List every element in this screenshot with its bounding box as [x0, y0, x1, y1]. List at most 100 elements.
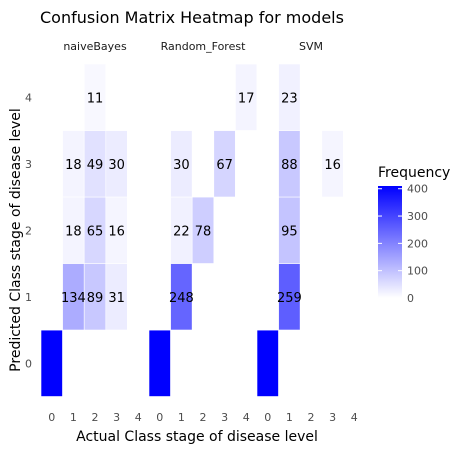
heatmap-cell [127, 329, 150, 397]
legend-tick-label: 100 [407, 265, 428, 278]
x-tick-label: 4 [351, 411, 358, 424]
cell-value-label: 17 [238, 91, 255, 106]
y-tick-label: 1 [25, 291, 32, 304]
heatmap-cell [148, 130, 171, 198]
heatmap-cell [105, 329, 128, 397]
heatmap-cell [105, 63, 128, 131]
heatmap-cell [235, 130, 258, 198]
heatmap-cell [213, 329, 236, 397]
x-tick-label: 2 [308, 411, 315, 424]
heatmap-cell [343, 263, 366, 331]
cell-value-label: 22 [173, 224, 190, 239]
heatmap-cell [127, 63, 150, 131]
heatmap-cell [321, 63, 344, 131]
heatmap-cell [343, 63, 366, 131]
cell-value-label: 259 [277, 291, 302, 306]
cell-value-label: 30 [173, 158, 190, 173]
cell-value-label: 88 [281, 158, 298, 173]
cell-value-label: 31 [108, 291, 125, 306]
heatmap-cell [62, 63, 85, 131]
heatmap-cell [278, 329, 301, 397]
x-tick-label: 4 [135, 411, 142, 424]
x-tick-label: 3 [113, 411, 120, 424]
heatmap-cell [83, 329, 107, 397]
cell-value-label: 49 [87, 158, 104, 173]
x-tick-label: 1 [286, 411, 293, 424]
heatmap-cell [40, 196, 63, 264]
legend-tick-label: 300 [407, 210, 428, 223]
heatmap-cell [343, 329, 366, 397]
heatmap-cell [40, 263, 63, 331]
legend-tick-label: 0 [407, 292, 414, 305]
heatmap-cell [343, 196, 366, 264]
legend: Frequency 0 100 200 300 400 [378, 165, 450, 305]
heatmap-cell [40, 63, 63, 131]
heatmap-cell [191, 63, 215, 131]
heatmap-cell [213, 263, 236, 331]
cell-value-label: 18 [65, 224, 82, 239]
heatmap-cell [191, 130, 215, 198]
heatmap-cell [299, 63, 323, 131]
heatmap-cell [213, 196, 236, 264]
y-tick-label: 3 [25, 158, 32, 171]
legend-tick-label: 200 [407, 237, 428, 250]
heatmap-cell [299, 130, 323, 198]
y-tick-label: 4 [25, 91, 32, 104]
cell-value-label: 23 [281, 91, 298, 106]
facet-naiveBayes: naiveBayes 134 89 31 18 65 16 18 49 30 11 0 1 2 3 4 [40, 40, 150, 424]
heatmap-cell [127, 130, 150, 198]
cell-value-label: 67 [216, 158, 233, 173]
cell-value-label: 78 [195, 224, 212, 239]
cell-value-label: 134 [61, 291, 86, 306]
facet-strip-label: SVM [299, 40, 323, 53]
x-tick-label: 4 [243, 411, 250, 424]
heatmap-cell [148, 63, 171, 131]
x-tick-label: 2 [200, 411, 207, 424]
cell-value-label: 16 [108, 224, 125, 239]
x-tick-label: 0 [48, 411, 55, 424]
heatmap-cell [321, 196, 344, 264]
x-tick-label: 2 [92, 411, 99, 424]
heatmap-cell [256, 196, 279, 264]
facet-Random_Forest: Random_Forest 248 22 78 30 67 17 0 1 2 3 4 [148, 40, 258, 424]
cell-value-label: 65 [87, 224, 104, 239]
heatmap-cell [235, 263, 258, 331]
heatmap-cell [256, 263, 279, 331]
y-tick-label: 0 [25, 357, 32, 370]
heatmap-cell [299, 329, 323, 397]
heatmap-cell [148, 329, 171, 397]
cell-value-label: 95 [281, 224, 298, 239]
heatmap-cell [235, 329, 258, 397]
heatmap-cell [170, 63, 193, 131]
x-tick-label: 1 [178, 411, 185, 424]
x-tick-label: 0 [264, 411, 271, 424]
heatmap-cell [321, 263, 344, 331]
heatmap-cell [299, 263, 323, 331]
x-tick-label: 3 [329, 411, 336, 424]
chart-title: Confusion Matrix Heatmap for models [40, 8, 344, 27]
x-axis-label: Actual Class stage of disease level [76, 429, 318, 445]
heatmap-cell [127, 196, 150, 264]
heatmap-cell [40, 329, 63, 397]
heatmap-cell [235, 196, 258, 264]
heatmap-cell [213, 63, 236, 131]
legend-tick-label: 400 [407, 183, 428, 196]
heatmap-cell [321, 329, 344, 397]
heatmap-cell [148, 263, 171, 331]
heatmap-cell [148, 196, 171, 264]
heatmap-cell [299, 196, 323, 264]
legend-colorbar [378, 186, 402, 298]
heatmap-cell [256, 329, 279, 397]
y-tick-label: 2 [25, 224, 32, 237]
heatmap-cell [191, 329, 215, 397]
heatmap-cell [170, 329, 193, 397]
heatmap-cell [343, 130, 366, 198]
heatmap-cell [62, 329, 85, 397]
cell-value-label: 89 [87, 291, 104, 306]
cell-value-label: 30 [108, 158, 125, 173]
legend-title: Frequency [378, 165, 450, 181]
heatmap-cell [40, 130, 63, 198]
